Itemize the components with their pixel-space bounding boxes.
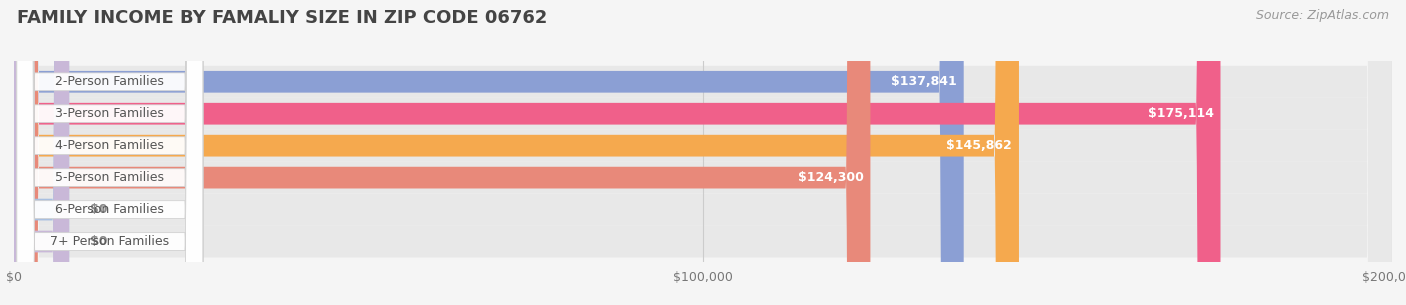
Text: $145,862: $145,862: [946, 139, 1012, 152]
FancyBboxPatch shape: [14, 0, 1392, 305]
Text: 7+ Person Families: 7+ Person Families: [51, 235, 169, 248]
Text: 2-Person Families: 2-Person Families: [55, 75, 165, 88]
FancyBboxPatch shape: [17, 0, 202, 305]
FancyBboxPatch shape: [14, 0, 1392, 305]
FancyBboxPatch shape: [14, 0, 1392, 305]
Text: 3-Person Families: 3-Person Families: [55, 107, 165, 120]
FancyBboxPatch shape: [14, 0, 1392, 305]
FancyBboxPatch shape: [17, 0, 202, 305]
Text: Source: ZipAtlas.com: Source: ZipAtlas.com: [1256, 9, 1389, 22]
Text: $137,841: $137,841: [891, 75, 957, 88]
FancyBboxPatch shape: [17, 0, 202, 305]
FancyBboxPatch shape: [14, 0, 69, 305]
FancyBboxPatch shape: [14, 0, 69, 305]
FancyBboxPatch shape: [14, 0, 1019, 305]
FancyBboxPatch shape: [17, 0, 202, 305]
FancyBboxPatch shape: [17, 0, 202, 305]
FancyBboxPatch shape: [14, 0, 963, 305]
FancyBboxPatch shape: [17, 0, 202, 305]
FancyBboxPatch shape: [14, 0, 1220, 305]
Text: $0: $0: [90, 203, 107, 216]
Text: $0: $0: [90, 235, 107, 248]
Text: $175,114: $175,114: [1147, 107, 1213, 120]
Text: $124,300: $124,300: [797, 171, 863, 184]
FancyBboxPatch shape: [14, 0, 1392, 305]
Text: FAMILY INCOME BY FAMALIY SIZE IN ZIP CODE 06762: FAMILY INCOME BY FAMALIY SIZE IN ZIP COD…: [17, 9, 547, 27]
FancyBboxPatch shape: [14, 0, 870, 305]
FancyBboxPatch shape: [14, 0, 1392, 305]
Text: 5-Person Families: 5-Person Families: [55, 171, 165, 184]
Text: 4-Person Families: 4-Person Families: [55, 139, 165, 152]
Text: 6-Person Families: 6-Person Families: [55, 203, 165, 216]
